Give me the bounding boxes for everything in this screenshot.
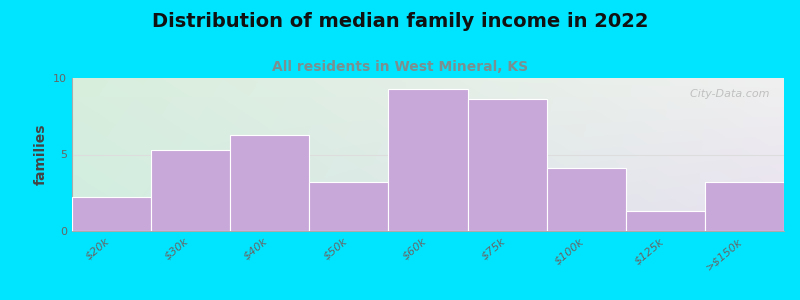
Bar xyxy=(230,135,310,231)
Bar xyxy=(151,150,230,231)
Bar xyxy=(310,182,389,231)
Bar xyxy=(546,168,626,231)
Y-axis label: families: families xyxy=(34,124,47,185)
Bar xyxy=(467,99,546,231)
Bar xyxy=(626,211,705,231)
Bar xyxy=(705,182,784,231)
Bar xyxy=(389,89,467,231)
Text: All residents in West Mineral, KS: All residents in West Mineral, KS xyxy=(272,60,528,74)
Text: Distribution of median family income in 2022: Distribution of median family income in … xyxy=(152,12,648,31)
Bar xyxy=(72,197,151,231)
Text: City-Data.com: City-Data.com xyxy=(683,89,770,99)
